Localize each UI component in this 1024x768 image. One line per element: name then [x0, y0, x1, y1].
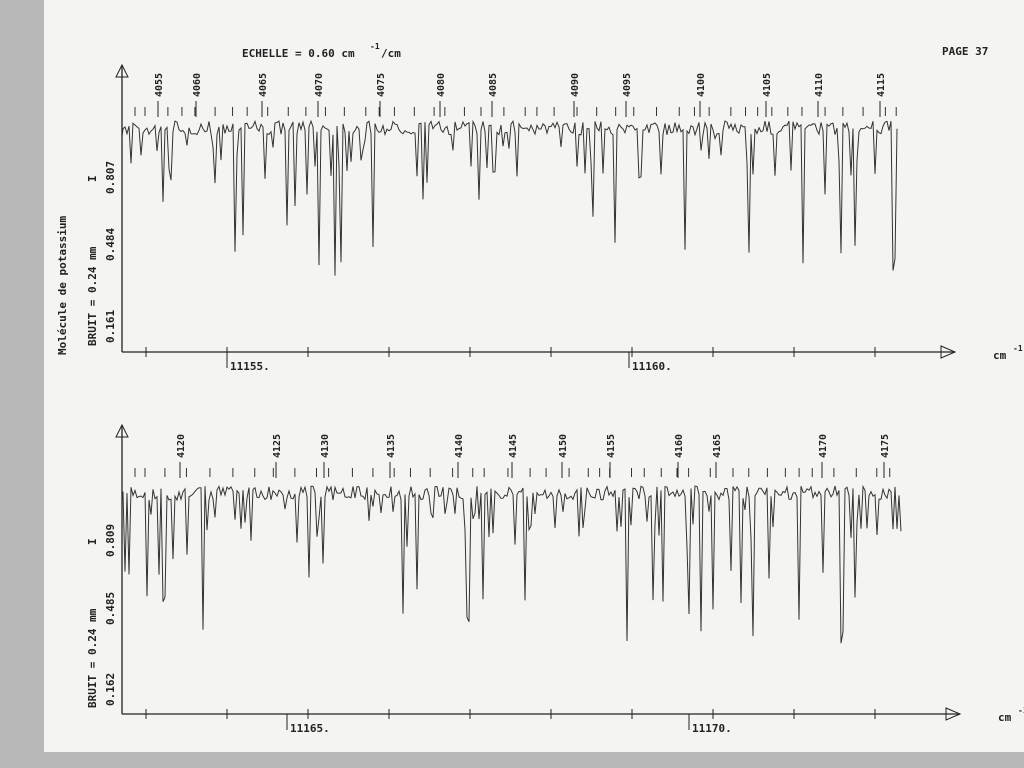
line-label: 4135: [386, 434, 397, 458]
page-number: PAGE 37: [942, 45, 988, 58]
noise-label: BRUIT = 0.24 mm: [86, 246, 99, 346]
y-tick-label: 0.807: [104, 161, 117, 194]
intensity-label: I: [86, 538, 99, 545]
line-label: 4065: [258, 73, 269, 97]
y-tick-label: 0.484: [104, 228, 117, 261]
line-label: 4085: [488, 73, 499, 97]
x-tick-label: 11160.: [632, 360, 672, 373]
y-tick-label: 0.809: [104, 524, 117, 557]
line-label: 4175: [880, 434, 891, 458]
line-label: 4120: [176, 434, 187, 458]
line-label: 4160: [674, 434, 685, 458]
line-label: 4055: [154, 73, 165, 97]
intensity-label: I: [86, 175, 99, 182]
line-label: 4140: [454, 434, 465, 458]
x-tick-label: 11165.: [290, 722, 330, 735]
line-label: 4115: [876, 73, 887, 97]
x-arrow: [945, 707, 962, 721]
y-arrow: [115, 423, 129, 438]
x-arrow: [940, 345, 957, 359]
line-label: 4060: [192, 73, 203, 97]
scale-sup: -1: [370, 42, 380, 51]
y-tick-label: 0.162: [104, 673, 117, 706]
scale-unit: /cm: [381, 47, 401, 60]
paper: [44, 0, 1024, 752]
unit: cm: [993, 349, 1007, 362]
y-tick-label: 0.485: [104, 592, 117, 625]
line-label: 4105: [762, 73, 773, 97]
line-label: 4150: [558, 434, 569, 458]
line-label: 4090: [570, 73, 581, 97]
line-label: 4110: [814, 73, 825, 97]
spectrum-trace: [121, 119, 898, 276]
x-tick-label: 11170.: [692, 722, 732, 735]
side-label: Molécule de potassium: [56, 216, 69, 355]
unit: cm: [998, 711, 1012, 724]
unit-sup: -1: [1013, 344, 1023, 353]
x-tick-label: 11155.: [230, 360, 270, 373]
line-label: 4145: [508, 434, 519, 458]
noise-label: BRUIT = 0.24 mm: [86, 608, 99, 708]
line-label: 4100: [696, 73, 707, 97]
spectrum-trace: [121, 484, 902, 644]
line-label: 4070: [314, 73, 325, 97]
unit-sup: -1: [1018, 706, 1024, 715]
y-tick-label: 0.161: [104, 310, 117, 343]
scale-label: ECHELLE = 0.60 cm: [242, 47, 355, 60]
line-label: 4125: [272, 434, 283, 458]
line-label: 4080: [436, 73, 447, 97]
line-label: 4165: [712, 434, 723, 458]
line-label: 4155: [606, 434, 617, 458]
line-label: 4075: [376, 73, 387, 97]
line-label: 4170: [818, 434, 829, 458]
y-arrow: [115, 63, 129, 78]
line-label: 4095: [622, 73, 633, 97]
line-label: 4130: [320, 434, 331, 458]
